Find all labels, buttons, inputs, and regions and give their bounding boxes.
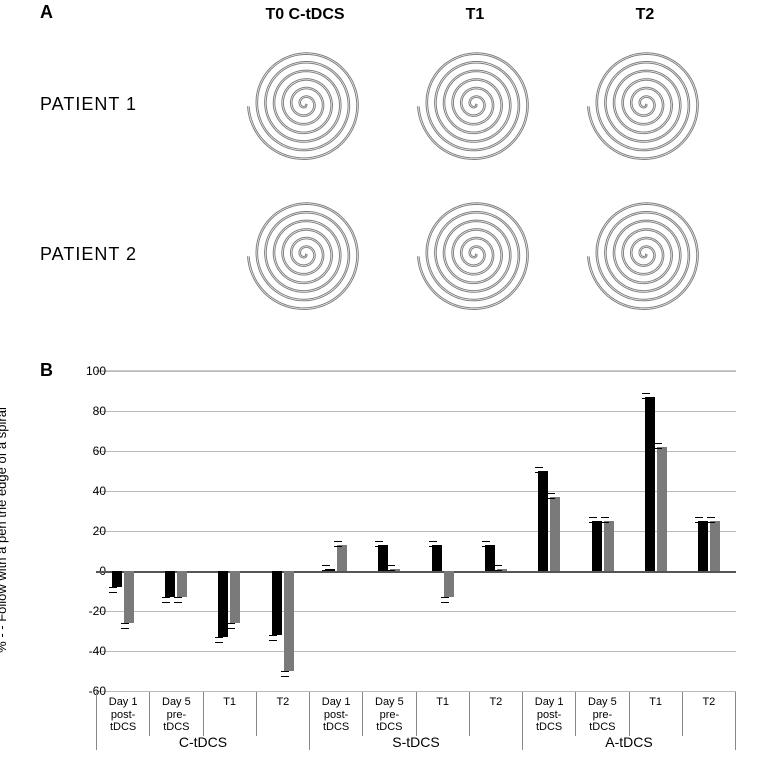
bar — [550, 497, 560, 571]
error-cap — [375, 541, 383, 547]
error-cap — [601, 517, 609, 523]
bar — [337, 545, 347, 571]
gridline — [96, 491, 736, 492]
error-cap — [227, 623, 235, 629]
y-tick-label: -20 — [76, 604, 106, 618]
gridline — [96, 371, 736, 372]
y-tick-label: 60 — [76, 444, 106, 458]
bar — [444, 571, 454, 597]
spiral — [390, 184, 560, 324]
gridline — [96, 411, 736, 412]
y-axis-title: % - - Follow with a pen the edge of a sp… — [0, 407, 9, 653]
bar — [657, 447, 667, 571]
panel-b: % - - Follow with a pen the edge of a sp… — [36, 370, 746, 760]
spiral — [220, 34, 390, 174]
error-cap — [429, 541, 437, 547]
row-label: PATIENT 1 — [40, 94, 220, 115]
gridline — [96, 651, 736, 652]
bar — [592, 521, 602, 571]
error-cap — [494, 565, 502, 571]
bar — [112, 571, 122, 587]
bar — [538, 471, 548, 571]
bar — [645, 397, 655, 571]
spiral — [220, 184, 390, 324]
error-cap — [162, 597, 170, 603]
col-header: T1 — [390, 6, 560, 24]
error-cap — [547, 493, 555, 499]
col-header: T2 — [560, 6, 730, 24]
spiral-row: PATIENT 2 — [40, 184, 740, 324]
bar — [165, 571, 175, 597]
y-tick-label: 80 — [76, 404, 106, 418]
error-cap — [654, 443, 662, 449]
row-label: PATIENT 2 — [40, 244, 220, 265]
error-cap — [121, 623, 129, 629]
spiral-row: PATIENT 1 — [40, 34, 740, 174]
bar — [177, 571, 187, 597]
bar — [124, 571, 134, 623]
bar — [710, 521, 720, 571]
bar — [432, 545, 442, 571]
gridline — [96, 611, 736, 612]
error-cap — [387, 565, 395, 571]
error-cap — [482, 541, 490, 547]
gridline — [96, 451, 736, 452]
panel-a: T0 C-tDCS T1 T2 PATIENT 1 PATIENT 2 — [40, 6, 740, 336]
bar — [604, 521, 614, 571]
y-tick-label: 20 — [76, 524, 106, 538]
error-cap — [281, 671, 289, 677]
error-cap — [322, 565, 330, 571]
bar-chart: -60-40-20020406080100 — [96, 370, 736, 691]
bar — [284, 571, 294, 671]
bar — [698, 521, 708, 571]
error-cap — [109, 587, 117, 593]
col-header: T0 C-tDCS — [220, 6, 390, 24]
error-cap — [535, 467, 543, 473]
y-tick-label: 100 — [76, 364, 106, 378]
error-cap — [589, 517, 597, 523]
section-label: C-tDCS — [96, 730, 309, 750]
gridline — [96, 531, 736, 532]
error-cap — [334, 541, 342, 547]
error-cap — [174, 597, 182, 603]
error-cap — [215, 637, 223, 643]
spiral — [560, 184, 730, 324]
spiral — [560, 34, 730, 174]
error-cap — [269, 635, 277, 641]
section-label: A-tDCS — [522, 730, 736, 750]
zero-line — [96, 571, 736, 573]
bar — [272, 571, 282, 635]
error-cap — [707, 517, 715, 523]
section-label: S-tDCS — [309, 730, 522, 750]
error-cap — [695, 517, 703, 523]
spiral — [390, 34, 560, 174]
y-tick-label: -40 — [76, 644, 106, 658]
y-tick-label: 40 — [76, 484, 106, 498]
error-cap — [441, 597, 449, 603]
bar — [230, 571, 240, 623]
error-cap — [642, 393, 650, 399]
